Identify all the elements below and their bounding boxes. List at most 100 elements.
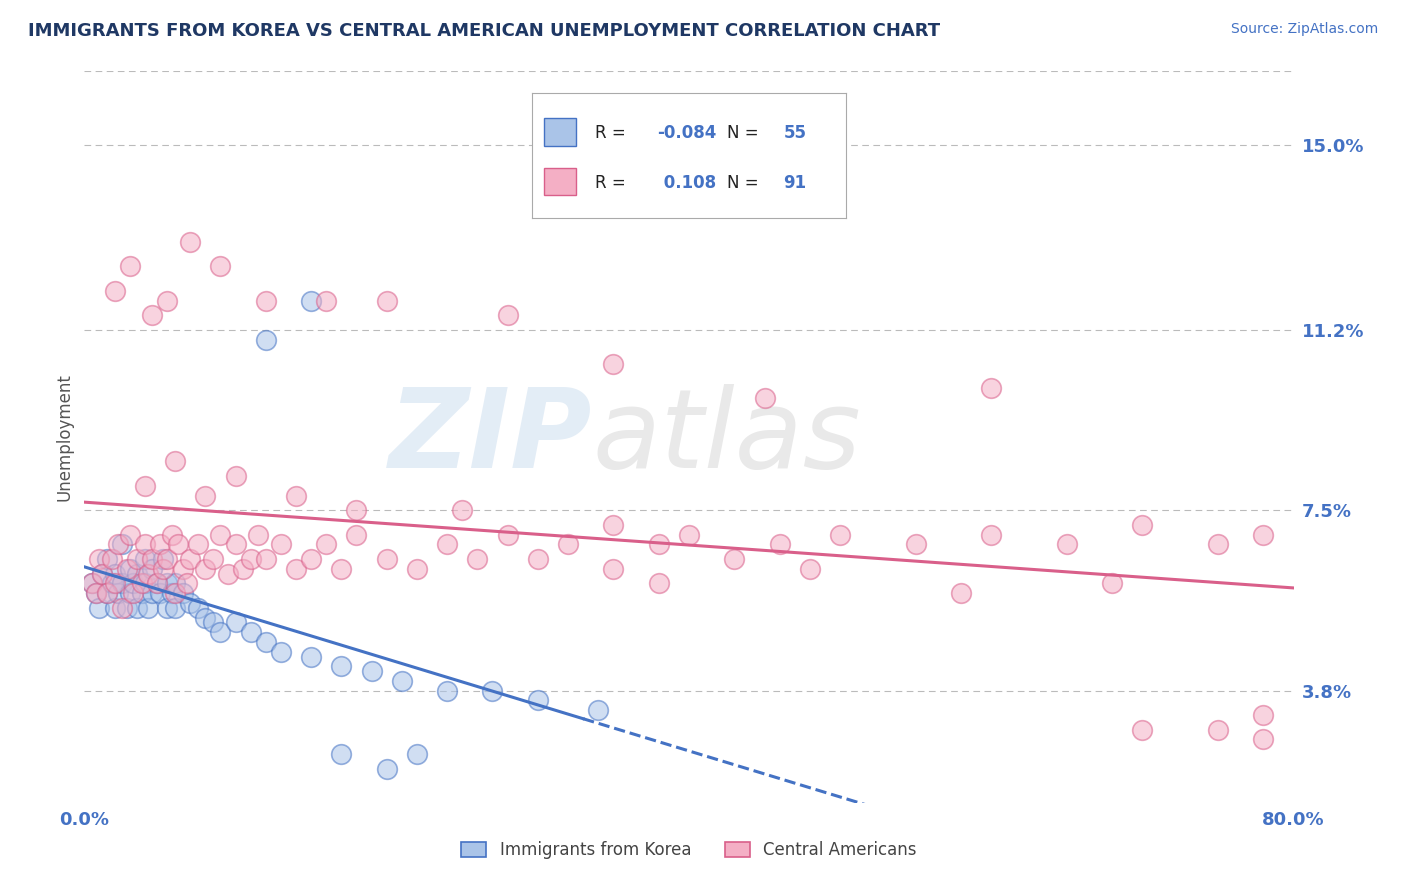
Point: [239, 552, 262, 566]
Point: [648, 537, 671, 551]
Point: [1130, 517, 1153, 532]
Point: [152, 562, 174, 576]
Point: [467, 552, 489, 566]
Point: [115, 600, 138, 615]
Point: [107, 586, 129, 600]
Point: [315, 537, 337, 551]
Text: IMMIGRANTS FROM KOREA VS CENTRAL AMERICAN UNEMPLOYMENT CORRELATION CHART: IMMIGRANTS FROM KOREA VS CENTRAL AMERICA…: [28, 22, 941, 40]
Point: [96, 586, 118, 600]
Point: [723, 552, 745, 566]
Point: [165, 454, 187, 468]
Point: [134, 537, 156, 551]
Point: [146, 576, 169, 591]
Point: [118, 586, 141, 600]
Point: [121, 576, 143, 591]
Point: [187, 537, 209, 551]
Point: [406, 747, 429, 761]
Text: ZIP: ZIP: [388, 384, 592, 491]
Point: [194, 610, 217, 624]
Point: [496, 527, 519, 541]
Point: [1206, 723, 1229, 737]
Point: [1253, 708, 1275, 723]
Point: [172, 586, 194, 600]
Point: [118, 260, 141, 274]
Point: [1253, 732, 1275, 747]
Point: [239, 625, 262, 640]
Point: [127, 600, 149, 615]
Point: [980, 381, 1002, 395]
Point: [980, 527, 1002, 541]
Point: [225, 615, 247, 630]
Point: [232, 562, 254, 576]
Point: [209, 625, 232, 640]
Point: [160, 586, 183, 600]
Point: [80, 576, 103, 591]
Point: [96, 552, 118, 566]
Point: [375, 552, 398, 566]
Point: [165, 586, 187, 600]
Point: [149, 537, 172, 551]
Text: atlas: atlas: [592, 384, 860, 491]
Point: [225, 469, 247, 483]
Point: [127, 566, 149, 581]
Point: [602, 517, 624, 532]
Point: [176, 576, 198, 591]
Point: [149, 586, 172, 600]
Point: [156, 552, 179, 566]
Point: [100, 552, 122, 566]
Point: [194, 562, 217, 576]
Point: [648, 576, 671, 591]
Point: [299, 293, 322, 308]
Point: [496, 308, 519, 322]
Point: [360, 664, 382, 678]
Point: [588, 703, 610, 717]
Point: [104, 600, 127, 615]
Point: [436, 537, 458, 551]
Point: [904, 537, 927, 551]
Point: [91, 566, 114, 581]
Point: [1130, 723, 1153, 737]
Point: [104, 576, 127, 591]
Point: [678, 527, 700, 541]
Point: [131, 586, 153, 600]
Point: [156, 600, 179, 615]
Point: [165, 600, 187, 615]
Point: [254, 552, 277, 566]
Point: [156, 293, 179, 308]
Point: [96, 586, 118, 600]
Point: [165, 576, 187, 591]
Point: [194, 489, 217, 503]
Legend: Immigrants from Korea, Central Americans: Immigrants from Korea, Central Americans: [453, 833, 925, 868]
Point: [141, 586, 163, 600]
Point: [254, 333, 277, 347]
Point: [1206, 537, 1229, 551]
Point: [111, 576, 134, 591]
Point: [285, 562, 308, 576]
Point: [118, 562, 141, 576]
Point: [179, 596, 201, 610]
Point: [285, 489, 308, 503]
Point: [225, 537, 247, 551]
Point: [146, 576, 169, 591]
Point: [201, 552, 224, 566]
Point: [375, 762, 398, 776]
Point: [172, 562, 194, 576]
Point: [602, 562, 624, 576]
Point: [179, 235, 201, 249]
Point: [141, 308, 163, 322]
Point: [201, 615, 224, 630]
Point: [131, 576, 153, 591]
Point: [89, 600, 111, 615]
Point: [167, 537, 190, 551]
Point: [527, 693, 550, 707]
Point: [80, 576, 103, 591]
Point: [209, 527, 232, 541]
Point: [89, 552, 111, 566]
Point: [375, 293, 398, 308]
Point: [107, 537, 129, 551]
Point: [118, 527, 141, 541]
Point: [481, 683, 503, 698]
Point: [141, 562, 163, 576]
Point: [160, 527, 183, 541]
Point: [330, 562, 353, 576]
